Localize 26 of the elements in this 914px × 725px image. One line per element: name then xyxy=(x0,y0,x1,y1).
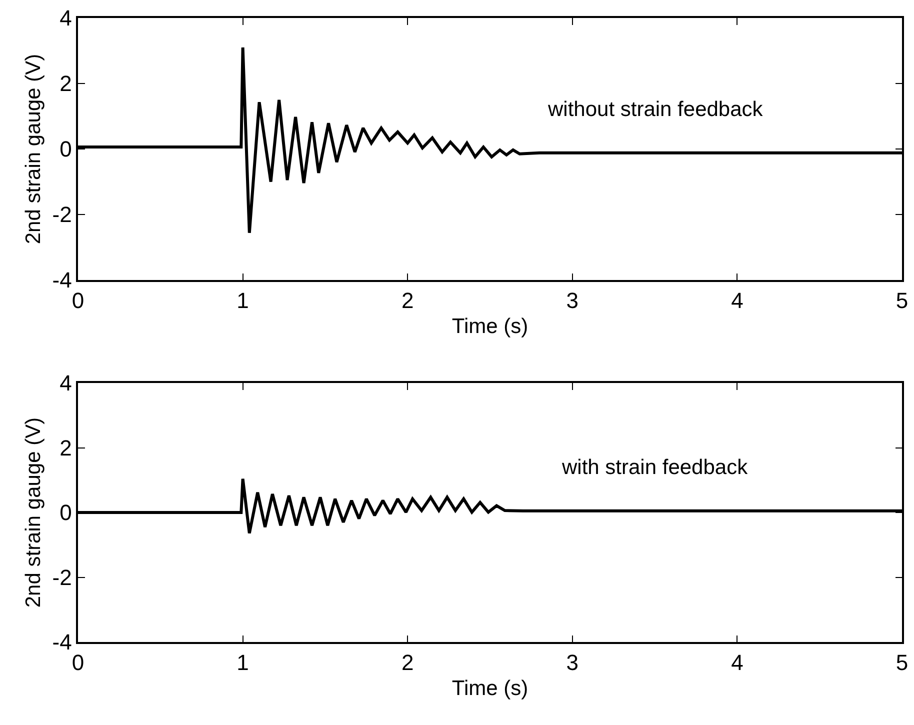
x-axis-title: Time (s) xyxy=(452,676,528,700)
y-axis-title: 2nd strain gauge (V) xyxy=(22,54,45,244)
y-tick-label: 4 xyxy=(60,6,72,31)
y-tick-label: 0 xyxy=(60,500,72,526)
x-tick-label: 1 xyxy=(236,288,249,314)
y-tick-label: 4 xyxy=(60,370,72,396)
x-tick-label: 2 xyxy=(401,650,414,676)
x-tick-label: 3 xyxy=(566,650,579,676)
x-axis-title: Time (s) xyxy=(452,314,528,338)
x-tick-label: 5 xyxy=(896,650,908,676)
x-tick-label: 3 xyxy=(566,288,579,314)
series-label: without strain feedback xyxy=(547,98,764,121)
x-tick-label: 4 xyxy=(731,650,744,676)
x-tick-label: 4 xyxy=(731,288,744,314)
x-tick-label: 5 xyxy=(896,288,908,314)
y-tick-label: 2 xyxy=(60,71,72,96)
y-axis-title: 2nd strain gauge (V) xyxy=(22,417,45,608)
y-tick-label: -4 xyxy=(52,630,72,655)
y-tick-label: -2 xyxy=(52,202,72,228)
y-tick-label: 2 xyxy=(60,435,72,460)
y-tick-label: -4 xyxy=(52,268,72,293)
x-tick-label: 2 xyxy=(401,288,414,314)
y-tick-label: 0 xyxy=(60,136,72,162)
x-tick-label: 1 xyxy=(236,650,249,676)
y-tick-label: -2 xyxy=(52,564,72,590)
series-label: with strain feedback xyxy=(561,456,748,479)
